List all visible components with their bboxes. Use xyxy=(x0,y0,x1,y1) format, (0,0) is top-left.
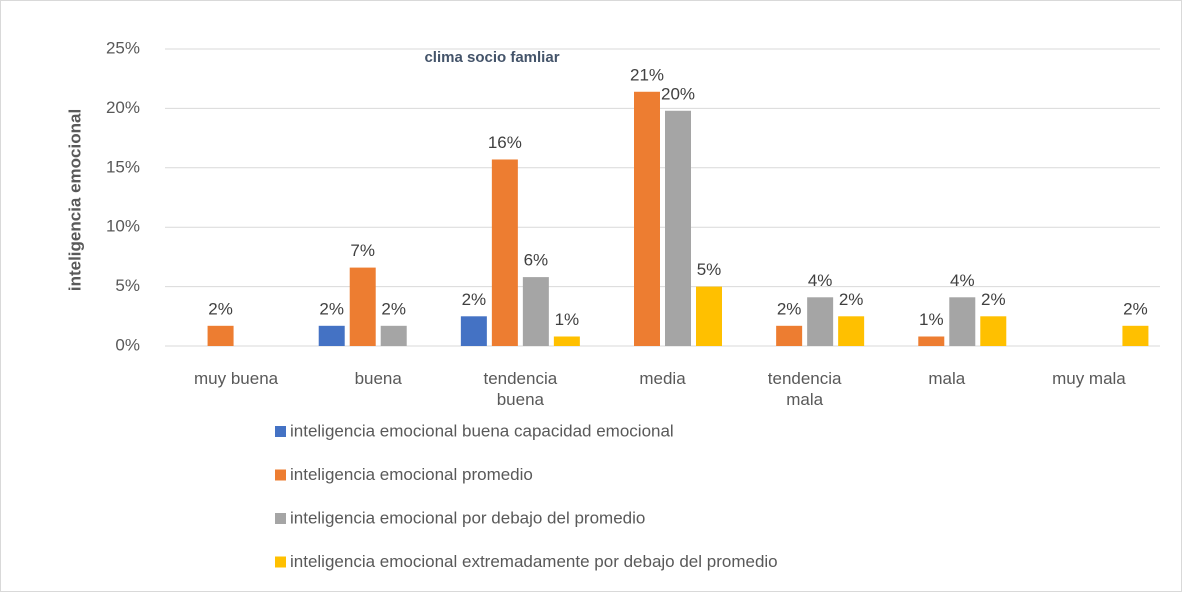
data-label: 2% xyxy=(462,290,487,309)
legend-swatch xyxy=(275,469,286,481)
x-tick-label: buena xyxy=(354,369,402,388)
data-label: 5% xyxy=(697,260,722,279)
bar xyxy=(491,159,518,346)
bar xyxy=(949,297,976,346)
bar xyxy=(207,325,234,346)
legend-swatch xyxy=(275,556,286,568)
bar xyxy=(553,336,580,346)
bar xyxy=(1122,325,1149,346)
legend-label: inteligencia emocional extremadamente po… xyxy=(290,552,778,571)
data-label: 2% xyxy=(319,299,344,318)
y-tick-label: 10% xyxy=(106,217,140,236)
bar xyxy=(918,336,945,346)
legend-label: inteligencia emocional promedio xyxy=(290,465,533,484)
y-tick-label: 5% xyxy=(115,276,140,295)
data-label: 21% xyxy=(630,65,664,84)
data-label: 1% xyxy=(919,310,944,329)
bar xyxy=(980,316,1007,346)
y-tick-label: 25% xyxy=(106,38,140,57)
x-tick-label: muy buena xyxy=(194,369,279,388)
legend-swatch xyxy=(275,426,286,437)
data-label: 16% xyxy=(488,133,522,152)
data-label: 2% xyxy=(839,290,864,309)
bar xyxy=(522,277,549,346)
x-tick-label: media xyxy=(639,369,686,388)
legend-label: inteligencia emocional buena capacidad e… xyxy=(290,421,674,440)
data-label: 2% xyxy=(381,299,406,318)
x-tick-label: muy mala xyxy=(1052,369,1126,388)
bar xyxy=(318,325,345,346)
bar xyxy=(838,316,865,346)
chart-title: clima socio famliar xyxy=(424,49,559,66)
bar xyxy=(696,286,722,346)
data-label: 7% xyxy=(350,241,375,260)
legend-label: inteligencia emocional por debajo del pr… xyxy=(290,508,645,527)
x-tick-label: tendencia buena xyxy=(483,369,558,409)
bar xyxy=(380,325,407,346)
data-label: 4% xyxy=(950,271,975,290)
bar xyxy=(665,110,691,346)
x-tick-label: mala xyxy=(928,369,966,388)
legend-swatch xyxy=(275,513,286,524)
data-label: 2% xyxy=(1123,299,1148,318)
data-label: 4% xyxy=(808,271,833,290)
y-axis-label: inteligencia emocional xyxy=(65,109,84,291)
bar xyxy=(776,325,803,346)
y-tick-label: 20% xyxy=(106,98,140,117)
bar xyxy=(460,316,487,346)
x-tick-label: tendencia mala xyxy=(767,369,842,409)
data-label: 2% xyxy=(208,299,233,318)
bar xyxy=(349,267,376,346)
data-label: 2% xyxy=(981,290,1006,309)
bar xyxy=(634,91,660,346)
y-tick-label: 15% xyxy=(106,157,140,176)
bar xyxy=(807,297,834,346)
y-tick-label: 0% xyxy=(115,335,140,354)
data-label: 1% xyxy=(555,310,580,329)
data-label: 20% xyxy=(661,84,695,103)
data-label: 6% xyxy=(524,251,549,270)
data-label: 2% xyxy=(777,299,802,318)
